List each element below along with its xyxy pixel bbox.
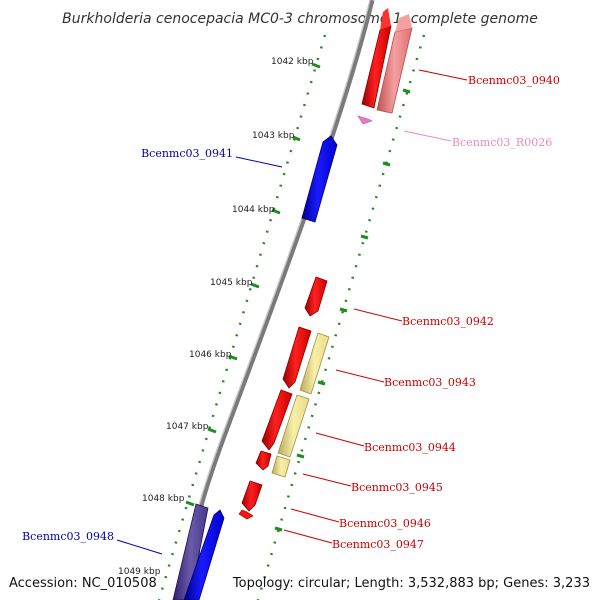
misc-feature-0945[interactable] — [271, 455, 291, 478]
gene-bcenmc03-0942-feature[interactable] — [304, 276, 328, 317]
leader-lines — [116, 69, 468, 555]
gene-bcenmc03-0940-feature[interactable] — [361, 8, 392, 109]
map-title: Burkholderia cenocepacia MC0-3 chromosom… — [62, 11, 538, 27]
misc-feature-0943[interactable] — [299, 332, 330, 395]
gene-label-bcenmc03-r0026[interactable]: Bcenmc03_R0026 — [452, 136, 552, 149]
gene-bcenmc03-0941-feature[interactable] — [301, 135, 338, 223]
kbp-label: 1047 kbp — [166, 422, 209, 432]
gene-label-bcenmc03-0941[interactable]: Bcenmc03_0941 — [141, 147, 233, 160]
kbp-label: 1045 kbp — [210, 278, 253, 288]
kbp-label: 1044 kbp — [232, 205, 275, 215]
gene-bcenmc03-0948-feature[interactable] — [172, 503, 209, 600]
gene-bcenmc03-0947-feature[interactable] — [238, 509, 254, 520]
gene-label-bcenmc03-0948[interactable]: Bcenmc03_0948 — [22, 530, 114, 543]
misc-feature-0944[interactable] — [277, 394, 310, 458]
gene-label-bcenmc03-0943[interactable]: Bcenmc03_0943 — [384, 376, 476, 389]
gene-label-bcenmc03-0945[interactable]: Bcenmc03_0945 — [351, 481, 443, 494]
gene-bcenmc03-0946-feature[interactable] — [241, 480, 263, 512]
kbp-label: 1043 kbp — [252, 131, 295, 141]
gene-bcenmc03-0944-feature[interactable] — [261, 389, 293, 451]
gene-label-bcenmc03-0946[interactable]: Bcenmc03_0946 — [339, 517, 431, 530]
gene-label-bcenmc03-0947[interactable]: Bcenmc03_0947 — [332, 538, 424, 551]
major-ticks — [185, 62, 321, 507]
gene-bcenmc03-0943-feature[interactable] — [282, 326, 312, 389]
outer-major-ticks — [274, 88, 411, 532]
kbp-label: 1046 kbp — [189, 350, 232, 360]
gene-label-bcenmc03-0940[interactable]: Bcenmc03_0940 — [468, 74, 560, 87]
kbp-label: 1048 kbp — [142, 494, 185, 504]
rna-r0026-feature[interactable] — [357, 115, 373, 125]
outer-tick-track — [256, 34, 426, 600]
gene-label-bcenmc03-0942[interactable]: Bcenmc03_0942 — [402, 315, 494, 328]
kbp-label: 1049 kbp — [118, 567, 161, 577]
gene-bcenmc03-0945-feature[interactable] — [255, 450, 272, 471]
genome-summary-text: Topology: circular; Length: 3,532,883 bp… — [232, 576, 590, 591]
kbp-label: 1042 kbp — [271, 57, 314, 67]
gene-bcenmc03-0948b-feature[interactable] — [183, 509, 225, 600]
rrna-bcenmc03-0940-feature[interactable] — [376, 14, 413, 114]
gene-label-bcenmc03-0944[interactable]: Bcenmc03_0944 — [364, 441, 456, 454]
accession-text: Accession: NC_010508 — [9, 576, 157, 591]
